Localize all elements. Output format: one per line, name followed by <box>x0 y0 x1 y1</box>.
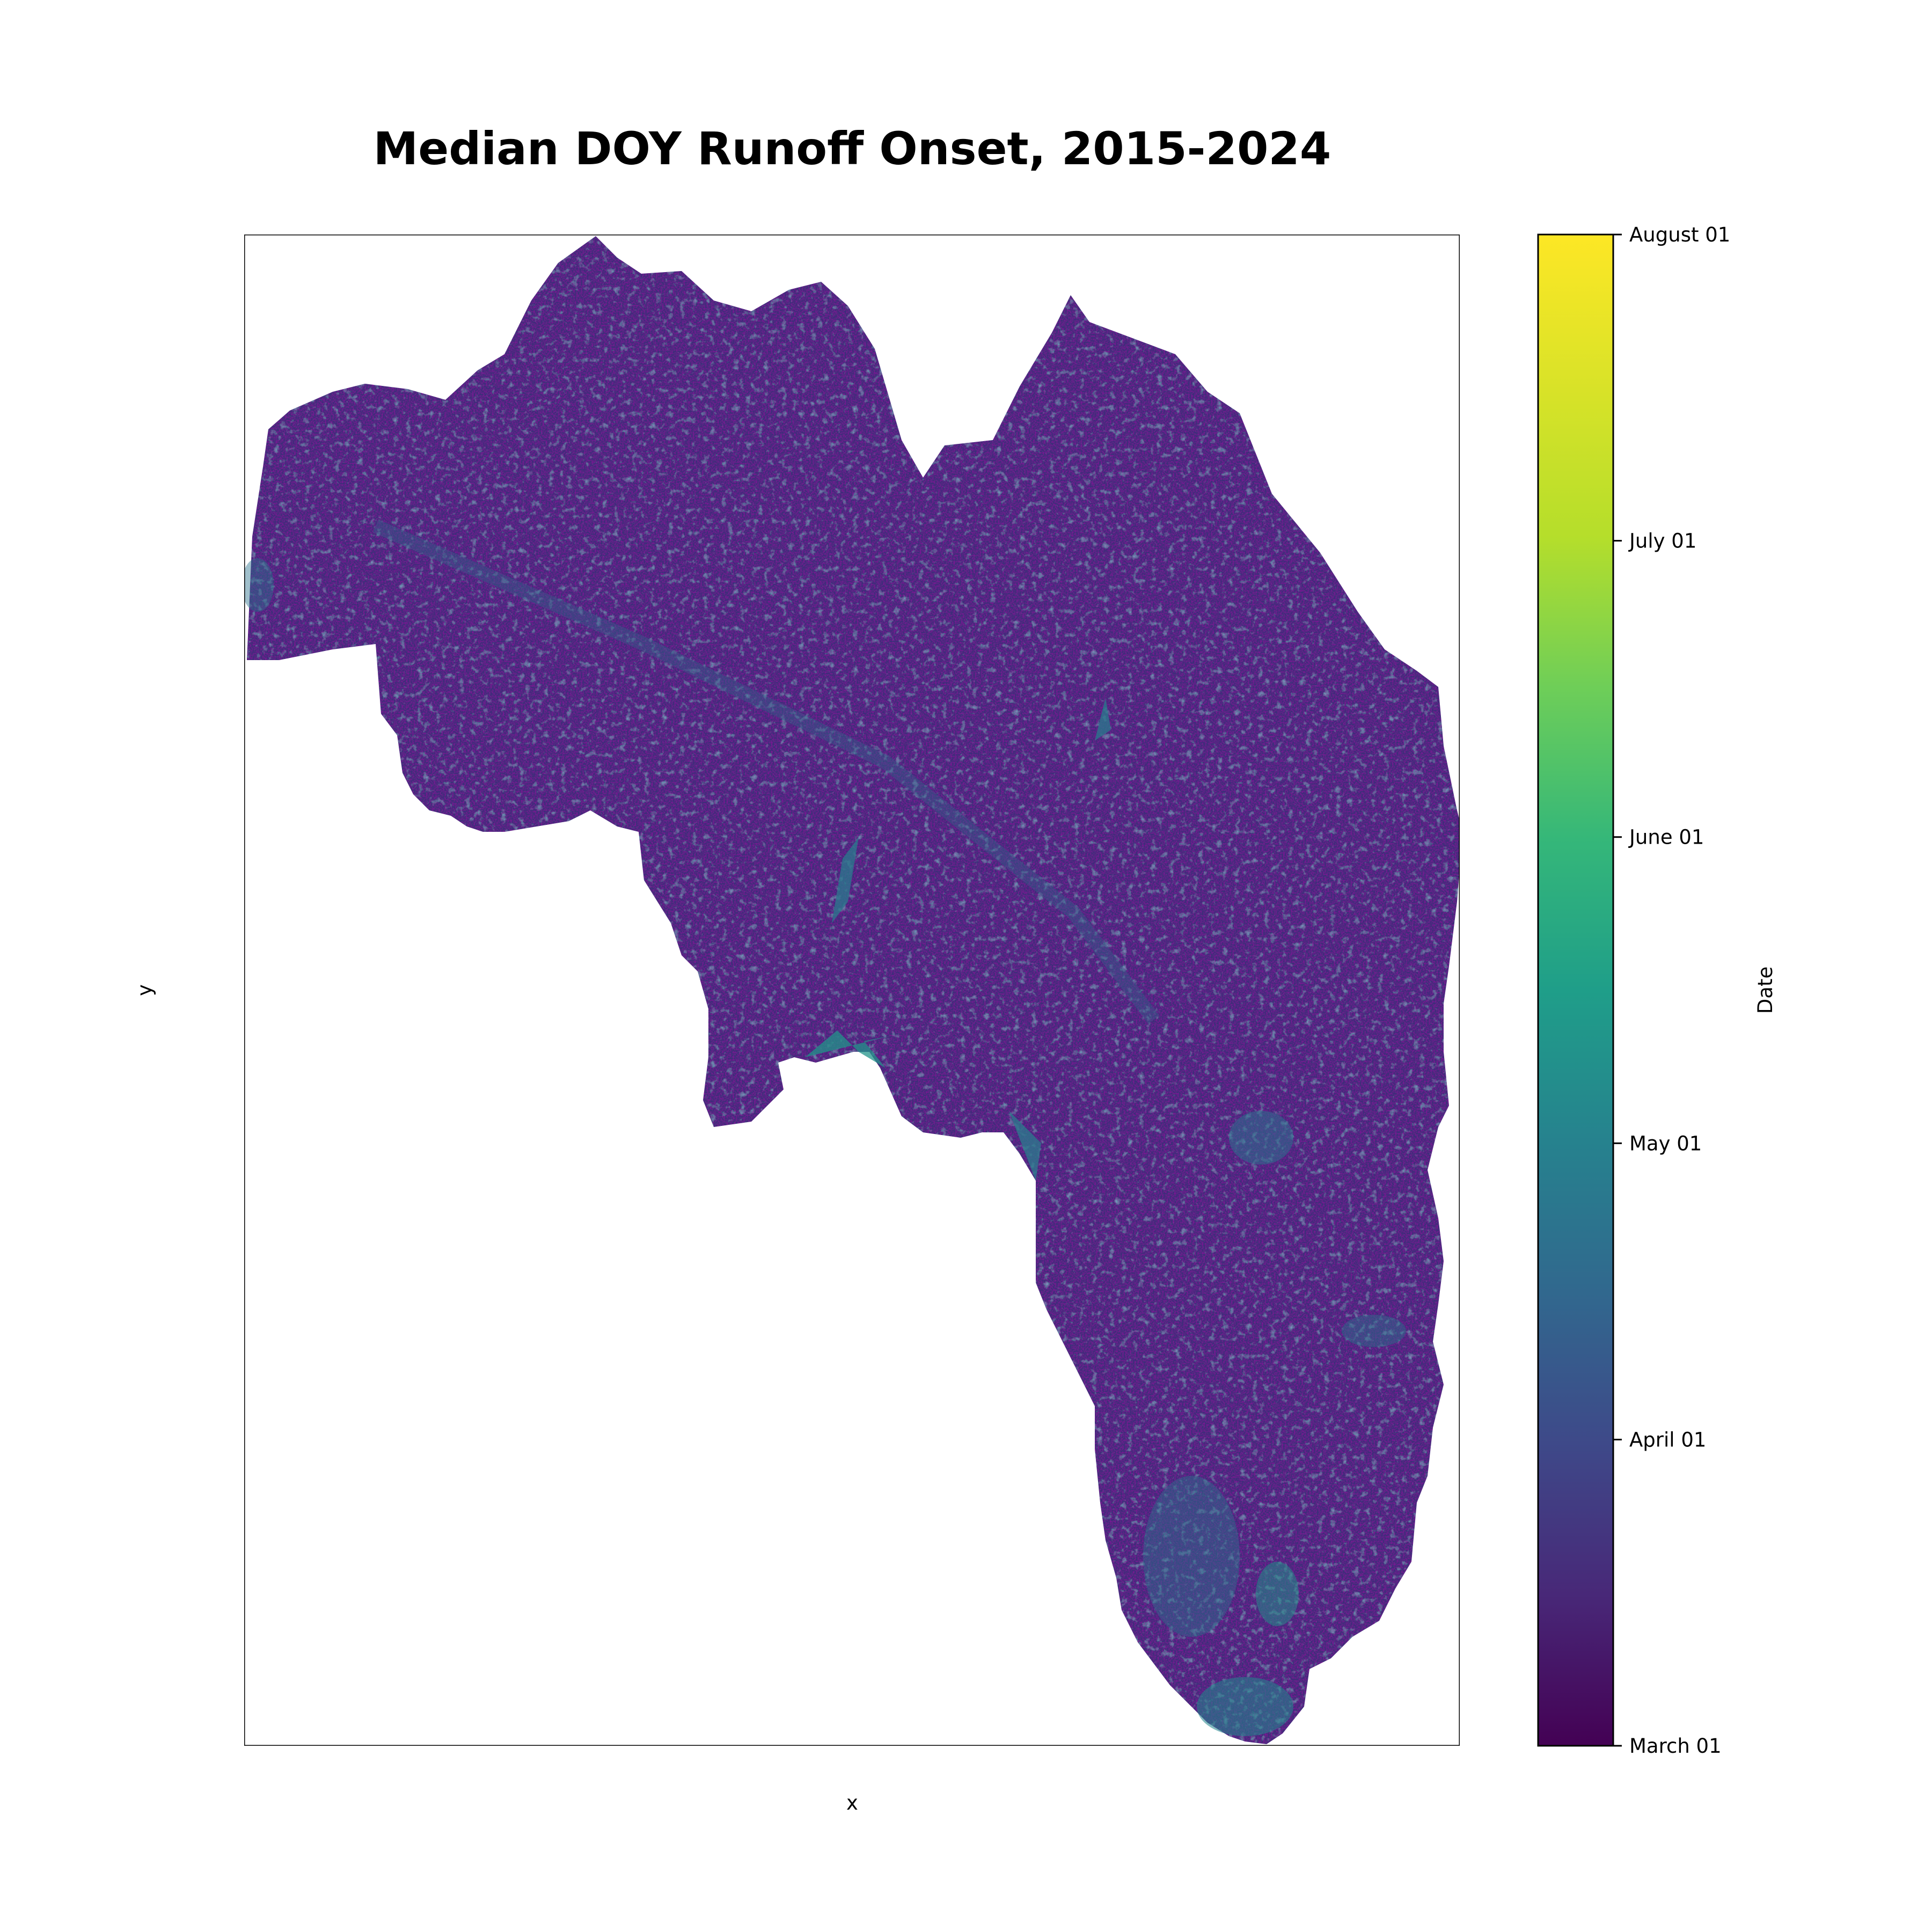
plot-area <box>244 235 1460 1746</box>
colorbar-tick-label: May 01 <box>1629 1132 1702 1155</box>
colorbar-label: Date <box>1754 967 1777 1014</box>
river-highlight <box>805 1030 891 1068</box>
late-patch <box>244 558 274 612</box>
late-patch <box>1256 1562 1299 1626</box>
colorbar: March 01 April 01 May 01 June 01 July 01 Augu… <box>1537 223 1777 1758</box>
basin-shape <box>247 236 1460 1744</box>
chart-title: Median DOY Runoff Onset, 2015-2024 <box>374 122 1331 175</box>
late-patch <box>1229 1111 1293 1165</box>
colorbar-tick-label: June 01 <box>1628 826 1704 849</box>
basin-map <box>247 236 1460 1744</box>
valley-feature <box>372 519 1160 1024</box>
late-patch <box>1197 1677 1293 1736</box>
colorbar-gradient <box>1537 233 1614 1747</box>
late-patch <box>1342 1315 1406 1347</box>
late-onset-features <box>244 519 1406 1736</box>
x-axis-label: x <box>846 1791 858 1814</box>
colorbar-tick-label: August 01 <box>1629 223 1730 246</box>
colorbar-ticks: March 01 April 01 May 01 June 01 July 01 Augu… <box>1613 223 1730 1758</box>
river-highlight <box>832 837 859 923</box>
late-patch <box>1143 1476 1240 1637</box>
river-highlight <box>1095 698 1111 741</box>
colorbar-tick-label: April 01 <box>1629 1428 1706 1451</box>
y-axis-label: y <box>133 984 156 996</box>
colorbar-tick-label: July 01 <box>1628 530 1696 553</box>
colorbar-tick-label: March 01 <box>1629 1735 1722 1758</box>
river-highlight <box>1009 1111 1041 1181</box>
